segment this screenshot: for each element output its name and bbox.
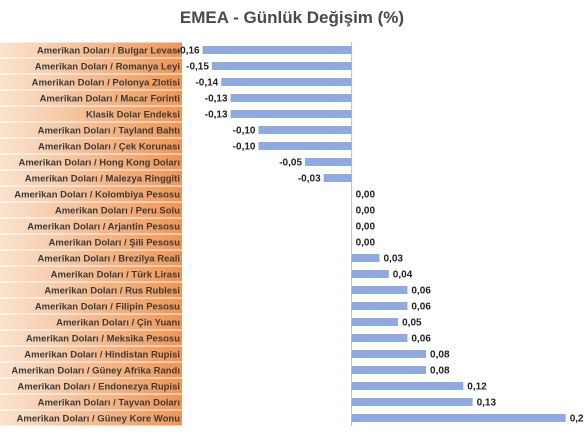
category-label: Amerikan Doları / Hindistan Rupisi xyxy=(24,350,180,361)
bar xyxy=(351,350,427,358)
category-label: Amerikan Doları / Türk Lirası xyxy=(51,270,180,281)
category-label-band xyxy=(0,282,182,298)
category-label: Amerikan Doları / Tayvan Doları xyxy=(38,398,180,409)
category-label: Amerikan Doları / Malezya Ringgiti xyxy=(25,174,180,185)
category-label-band xyxy=(0,362,182,378)
chart-title: EMEA - Günlük Değişim (%) xyxy=(179,8,405,27)
bar xyxy=(351,302,408,310)
value-label: 0,13 xyxy=(477,398,497,409)
category-label: Amerikan Doları / Polonya Zlotisi xyxy=(32,78,180,89)
bar xyxy=(258,126,352,134)
bar xyxy=(221,78,352,86)
value-label: 0,06 xyxy=(411,302,431,313)
value-label: 0,06 xyxy=(411,334,431,345)
category-label: Amerikan Doları / Tayland Bahtı xyxy=(38,126,180,137)
category-label: Amerikan Doları / Çin Yuanı xyxy=(56,318,180,329)
bar xyxy=(258,142,352,150)
category-label: Amerikan Doları / Macar Forinti xyxy=(40,94,180,105)
category-label: Amerikan Doları / Rus Rublesi xyxy=(44,286,180,297)
value-label: -0,03 xyxy=(298,174,321,185)
value-label: 0,00 xyxy=(356,190,376,201)
bar xyxy=(351,286,408,294)
category-label-band xyxy=(0,378,182,394)
category-label: Amerikan Doları / Kolombiya Pesosu xyxy=(14,190,180,201)
category-label-band xyxy=(0,154,182,170)
category-label-band xyxy=(0,58,182,74)
category-label: Amerikan Doları / Güney Kore Wonu xyxy=(17,414,181,425)
category-label-band xyxy=(0,394,182,410)
category-label: Amerikan Doları / Şili Pesosu xyxy=(49,238,181,249)
category-label-band xyxy=(0,330,182,346)
category-label-band xyxy=(0,42,182,58)
category-label-band xyxy=(0,170,182,186)
value-label: -0,10 xyxy=(233,126,256,137)
category-label: Amerikan Doları / Güney Afrika Randı xyxy=(11,366,180,377)
value-label: -0,05 xyxy=(279,158,302,169)
bar xyxy=(351,398,473,406)
category-label-band xyxy=(0,202,182,218)
value-label: 0,08 xyxy=(430,350,450,361)
category-label: Amerikan Doları / Meksika Pesosu xyxy=(26,334,180,345)
category-label: Amerikan Doları / Bulgar Levası xyxy=(37,46,180,57)
category-label-band xyxy=(0,298,182,314)
bar xyxy=(323,174,352,182)
value-label: 0,05 xyxy=(402,318,422,329)
bar xyxy=(230,110,352,118)
bar xyxy=(202,46,352,54)
category-label: Amerikan Doları / Filipin Pesosu xyxy=(35,302,180,313)
bar xyxy=(351,414,566,422)
category-label-band xyxy=(0,266,182,282)
bar xyxy=(211,62,352,70)
value-label: 0,23 xyxy=(570,414,584,425)
bar xyxy=(305,158,352,166)
category-label: Amerikan Doları / Endonezya Rupisi xyxy=(17,382,180,393)
category-label-band xyxy=(0,90,182,106)
category-label-band xyxy=(0,122,182,138)
value-label: -0,13 xyxy=(205,94,228,105)
category-label-band xyxy=(0,250,182,266)
category-label: Amerikan Doları / Arjantin Pesosu xyxy=(27,222,180,233)
category-label-band xyxy=(0,346,182,362)
category-label-band xyxy=(0,234,182,250)
value-label: -0,10 xyxy=(233,142,256,153)
value-label: -0,13 xyxy=(205,110,228,121)
bar xyxy=(351,366,427,374)
value-label: 0,06 xyxy=(411,286,431,297)
value-label: 0,00 xyxy=(356,206,376,217)
category-label-band xyxy=(0,106,182,122)
category-label: Amerikan Doları / Hong Kong Doları xyxy=(18,158,180,169)
category-label: Amerikan Doları / Brezilya Reali xyxy=(37,254,180,265)
bar xyxy=(351,254,380,262)
bar xyxy=(351,334,408,342)
value-label: -0,15 xyxy=(186,62,209,73)
category-label-band xyxy=(0,410,182,426)
category-label: Amerikan Doları / Çek Korunası xyxy=(38,142,180,153)
category-label-band xyxy=(0,74,182,90)
value-label: -0,16 xyxy=(177,46,200,57)
category-label-band xyxy=(0,314,182,330)
category-label-band xyxy=(0,218,182,234)
bar xyxy=(230,94,352,102)
category-label: Amerikan Doları / Peru Solu xyxy=(55,206,180,217)
bar xyxy=(351,270,389,278)
value-label: 0,00 xyxy=(356,238,376,249)
value-label: 0,08 xyxy=(430,366,450,377)
category-label: Amerikan Doları / Romanya Leyi xyxy=(35,62,180,73)
bar xyxy=(351,318,399,326)
value-label: -0,14 xyxy=(195,78,218,89)
category-label-band xyxy=(0,186,182,202)
category-label-band xyxy=(0,138,182,154)
bar xyxy=(351,382,464,390)
value-label: 0,00 xyxy=(356,222,376,233)
value-label: 0,12 xyxy=(467,382,487,393)
category-label: Klasik Dolar Endeksi xyxy=(86,110,180,121)
value-label: 0,03 xyxy=(384,254,404,265)
value-label: 0,04 xyxy=(393,270,413,281)
